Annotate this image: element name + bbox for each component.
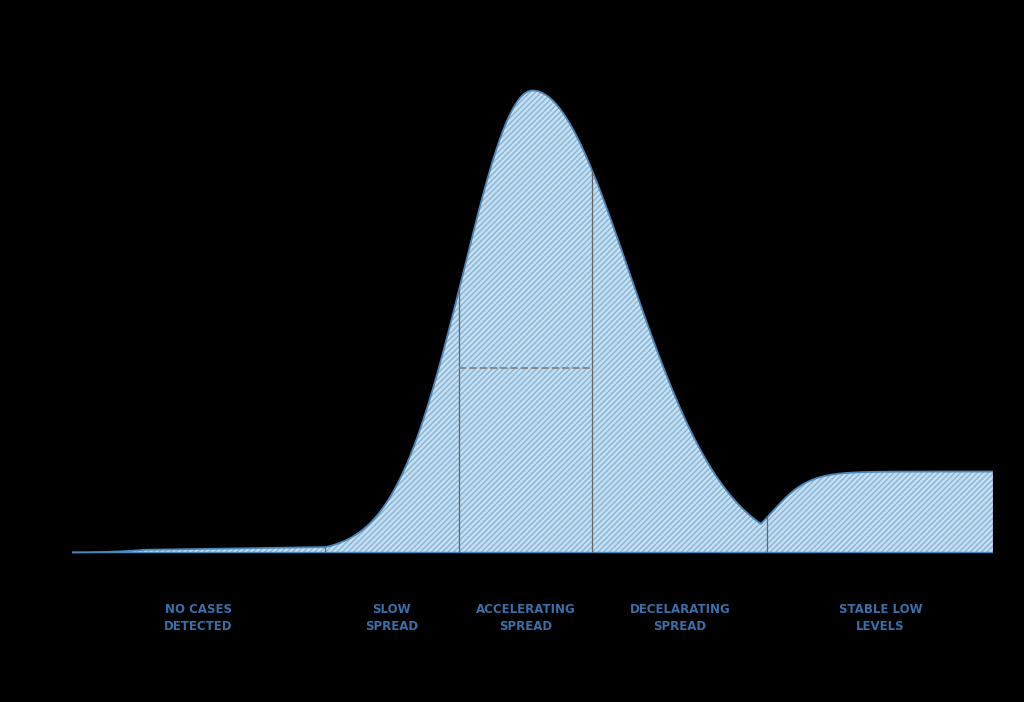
Text: SLOW
SPREAD: SLOW SPREAD: [366, 603, 419, 633]
Text: STABLE LOW
LEVELS: STABLE LOW LEVELS: [839, 603, 923, 633]
Text: NO CASES
DETECTED: NO CASES DETECTED: [164, 603, 232, 633]
Text: DECELARATING
SPREAD: DECELARATING SPREAD: [630, 603, 730, 633]
Text: ACCELERATING
SPREAD: ACCELERATING SPREAD: [476, 603, 575, 633]
